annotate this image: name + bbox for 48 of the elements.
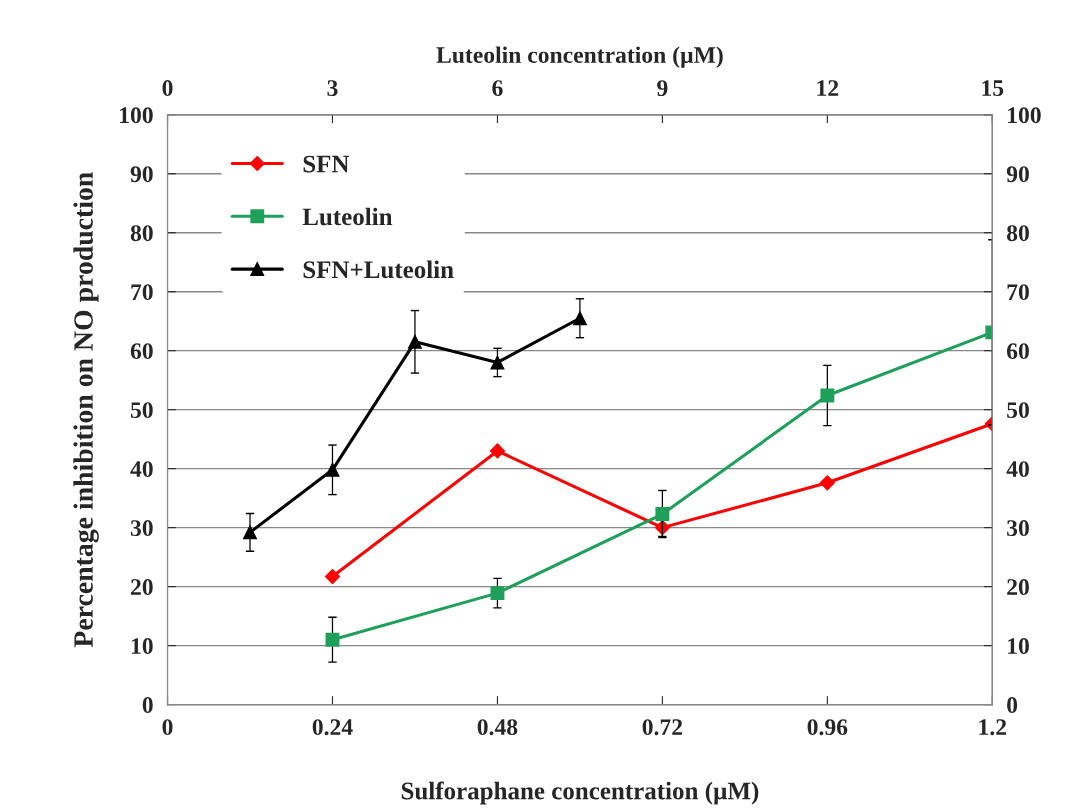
x-tick-label: 1.2 [979, 719, 1007, 736]
y2-tick-label: 100 [1008, 107, 1041, 124]
y2-tick-label: 10 [1008, 638, 1029, 655]
legend-label: SFN [303, 155, 350, 173]
y-tick-label: 60 [130, 343, 153, 360]
y-tick-label: 10 [131, 638, 153, 655]
x2-tick-label: 15 [982, 80, 1004, 97]
y-tick-label: 70 [131, 284, 153, 301]
point [325, 462, 340, 477]
legend-label: Luteolin [302, 207, 393, 226]
y2-tick-label: 70 [1007, 284, 1029, 301]
x2-tick-label: 0 [162, 80, 173, 97]
y-tick-label: 100 [120, 107, 153, 124]
point [243, 525, 257, 540]
legend-label: SFN+Luteolin [303, 260, 454, 279]
y2-tick-label: 60 [1007, 343, 1029, 360]
y2-tick-label: 20 [1007, 579, 1029, 596]
x-tick-label: 0.72 [642, 719, 683, 736]
x-tick-label: 0.24 [312, 719, 353, 736]
y2-tick-label: 40 [1006, 461, 1029, 478]
y2-tick-label: 30 [1007, 520, 1029, 537]
y-tick-label: 90 [130, 166, 153, 183]
y-tick-label: 40 [130, 461, 153, 478]
point [819, 475, 835, 491]
x2-axis-title: Luteolin concentration (µM) [436, 46, 723, 68]
x-tick-label: 0 [162, 719, 173, 736]
y-tick-label: 0 [142, 697, 153, 713]
x-axis-title: Sulforaphane concentration (µM) [401, 781, 759, 805]
point [490, 355, 505, 370]
y-tick-label: 30 [130, 520, 153, 537]
x-tick-label: 0.96 [807, 719, 848, 736]
point [408, 334, 422, 349]
y-tick-label: 20 [131, 579, 153, 596]
point [489, 443, 506, 459]
y2-tick-label: 90 [1006, 166, 1029, 183]
y-axis-title: Percentage inhibition on NO production [73, 172, 99, 648]
point [324, 569, 341, 585]
point [572, 311, 587, 326]
x2-tick-label: 3 [327, 80, 338, 97]
x2-tick-label: 12 [817, 80, 839, 96]
y2-tick-label: 80 [1006, 225, 1029, 242]
x-tick-label: 0.48 [477, 719, 518, 736]
y-tick-label: 80 [130, 225, 153, 242]
x2-tick-label: 6 [492, 80, 503, 97]
x2-tick-label: 9 [657, 80, 668, 97]
y2-tick-label: 0 [1007, 697, 1018, 713]
y-tick-label: 50 [130, 402, 153, 419]
y2-tick-label: 50 [1007, 402, 1029, 419]
